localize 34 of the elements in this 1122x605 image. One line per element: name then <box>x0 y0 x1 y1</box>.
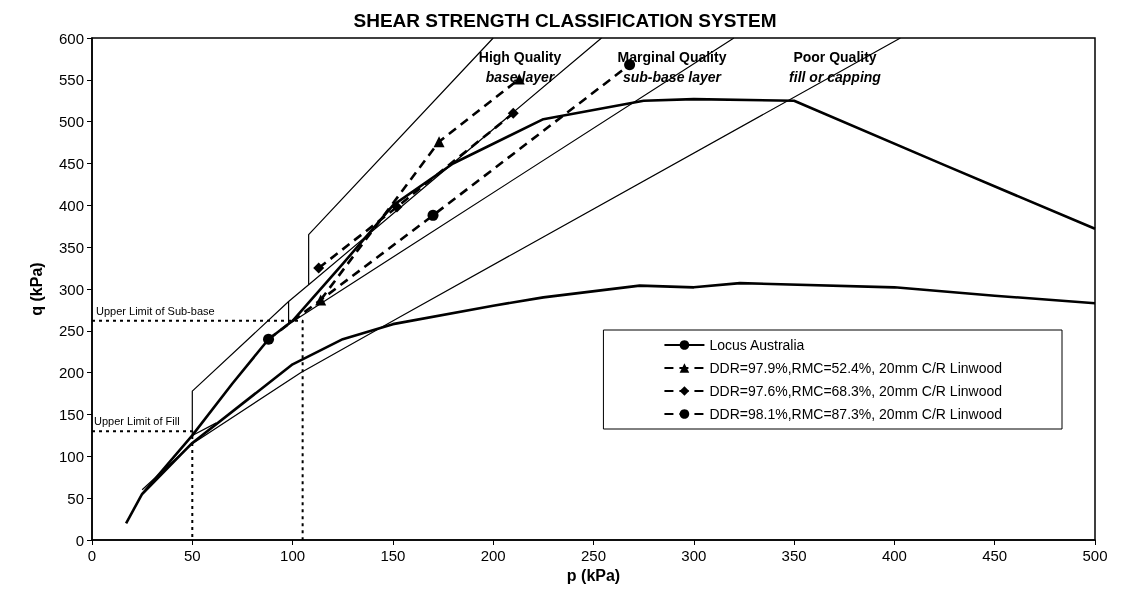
x-tick-label: 500 <box>1082 547 1108 564</box>
y-tick-label: 350 <box>58 238 84 256</box>
y-tick-label: 500 <box>58 113 84 131</box>
x-tick-label: 400 <box>881 547 907 564</box>
legend-label: DDR=97.6%,RMC=68.3%, 20mm C/R Linwood <box>709 383 1003 399</box>
legend-label: DDR=97.9%,RMC=52.4%, 20mm C/R Linwood <box>709 360 1003 376</box>
y-tick-label: 600 <box>58 29 84 47</box>
y-tick-label: 250 <box>58 322 84 340</box>
annotation: Upper Limit of Fill <box>94 415 180 428</box>
y-tick-label: 50 <box>67 489 84 507</box>
y-axis-title: q (kPa) <box>27 262 45 316</box>
x-tick-label: 300 <box>681 547 707 564</box>
chart-title: SHEAR STRENGTH CLASSIFICATION SYSTEM <box>353 10 777 31</box>
x-tick-label: 250 <box>580 547 607 564</box>
x-tick-label: 50 <box>183 547 201 564</box>
x-tick-label: 350 <box>781 547 807 564</box>
x-tick-label: 150 <box>380 547 406 564</box>
y-tick-label: 200 <box>58 364 84 382</box>
annotation: High Quality base layer <box>478 49 562 85</box>
x-tick-label: 200 <box>480 547 506 564</box>
y-tick-label: 0 <box>75 531 84 549</box>
y-tick-label: 300 <box>58 280 84 298</box>
annotation: Upper Limit of Sub-base <box>96 304 215 317</box>
y-tick-label: 400 <box>58 196 84 214</box>
y-tick-label: 150 <box>58 406 84 423</box>
legend-label: Locus Australia <box>709 337 805 353</box>
x-tick-label: 0 <box>87 547 97 564</box>
x-tick-label: 100 <box>280 547 306 564</box>
x-tick-label: 450 <box>982 547 1008 564</box>
legend-label: DDR=98.1%,RMC=87.3%, 20mm C/R Linwood <box>709 406 1003 422</box>
y-tick-label: 100 <box>58 447 84 465</box>
y-tick-label: 450 <box>58 155 84 172</box>
x-axis-title: p (kPa) <box>566 567 621 585</box>
y-tick-label: 550 <box>58 71 84 89</box>
